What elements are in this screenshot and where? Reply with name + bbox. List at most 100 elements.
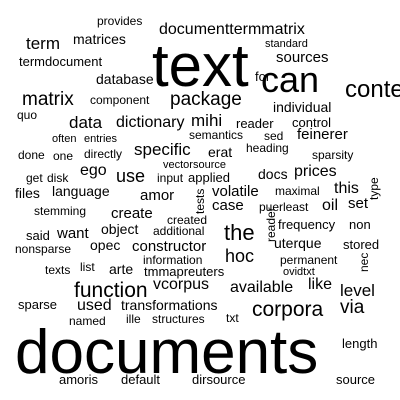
word-source: source — [336, 372, 376, 387]
word-available: available — [230, 279, 294, 296]
word-stored: stored — [343, 237, 380, 252]
word-puerleast: puerleast — [259, 200, 309, 214]
word-standard: standard — [265, 38, 308, 50]
word-documenttermmatrix: documenttermmatrix — [159, 21, 305, 38]
word-structures: structures — [152, 312, 205, 326]
word-applied: applied — [188, 170, 230, 185]
word-erat: erat — [208, 144, 233, 160]
word-feinerer: feinerer — [297, 126, 348, 143]
word-directly: directly — [84, 147, 123, 161]
word-semantics: semantics — [189, 128, 244, 142]
word-amoris: amoris — [59, 372, 99, 387]
word-tests: tests — [193, 188, 207, 214]
word-this: this — [334, 180, 359, 197]
word-term: term — [26, 34, 60, 53]
word-heading: heading — [246, 141, 289, 155]
word-level: level — [340, 281, 375, 300]
word-default: default — [121, 372, 161, 387]
word-permanent: permanent — [280, 253, 338, 267]
word-termdocument: termdocument — [19, 54, 103, 69]
word-object: object — [101, 221, 139, 237]
word-opec: opec — [90, 237, 121, 253]
word-documents: documents — [15, 318, 319, 387]
word-nonsparse: nonsparse — [15, 242, 72, 256]
word-constructor: constructor — [132, 238, 207, 255]
word-uterque: uterque — [274, 235, 322, 251]
word-txt: txt — [226, 311, 239, 325]
word-use: use — [116, 166, 146, 186]
word-provides: provides — [97, 14, 143, 28]
word-sources: sources — [276, 49, 329, 66]
word-corpora: corpora — [252, 298, 324, 321]
word-texts: texts — [45, 263, 71, 277]
word-dirsource: dirsource — [192, 372, 246, 387]
word-prices: prices — [294, 163, 337, 180]
word-list: list — [80, 260, 95, 274]
word-create: create — [111, 205, 153, 222]
word-frequency: frequency — [278, 217, 336, 232]
word-hoc: hoc — [225, 246, 255, 266]
word-transformations: transformations — [121, 297, 218, 313]
word-quo: quo — [17, 108, 38, 122]
word-set: set — [348, 195, 369, 212]
word-vcorpus: vcorpus — [153, 276, 210, 293]
word-vectorsource: vectorsource — [163, 159, 226, 171]
word-information: information — [143, 253, 203, 267]
word-used: used — [77, 297, 112, 314]
word-amor: amor — [140, 187, 175, 204]
word-matrix: matrix — [22, 89, 74, 110]
word-created: created — [167, 213, 208, 227]
word-function: function — [74, 279, 148, 302]
word-volatile: volatile — [212, 183, 259, 200]
word-mihi: mihi — [191, 111, 223, 130]
word-non: non — [349, 217, 371, 232]
word-language: language — [52, 183, 110, 199]
word-oil: oil — [322, 197, 339, 214]
word-entries: entries — [84, 133, 118, 145]
word-type: type — [367, 177, 381, 200]
word-control: control — [292, 115, 332, 130]
word-matrices: matrices — [73, 31, 126, 47]
word-sparsity: sparsity — [312, 148, 354, 162]
word-case: case — [212, 197, 244, 214]
word-often: often — [52, 133, 77, 145]
word-like: like — [308, 276, 333, 293]
word-dictionary: dictionary — [116, 114, 185, 131]
word-maximal: maximal — [275, 184, 320, 198]
word-ego: ego — [80, 162, 107, 179]
word-specific: specific — [134, 140, 191, 159]
word-nec: nec — [357, 252, 371, 272]
word-get: get — [26, 171, 43, 185]
word-via: via — [340, 297, 365, 318]
word-length: length — [342, 336, 378, 351]
word-tmmapreuters: tmmapreuters — [144, 264, 225, 279]
word-package: package — [170, 89, 242, 110]
word-database: database — [96, 71, 154, 87]
word-done: done — [18, 148, 45, 162]
word-ovidtxt: ovidtxt — [283, 266, 315, 278]
word-individual: individual — [273, 99, 332, 115]
word-content: content — [345, 76, 400, 103]
word-one: one — [53, 149, 74, 163]
word-for: for — [255, 69, 271, 84]
word-ille: ille — [126, 312, 141, 326]
word-text: text — [152, 32, 249, 99]
word-data: data — [69, 113, 103, 132]
word-component: component — [90, 93, 150, 107]
word-named: named — [69, 314, 106, 328]
word-said: said — [26, 228, 50, 243]
word-want: want — [57, 225, 89, 242]
word-disk: disk — [47, 171, 69, 185]
word-sed: sed — [264, 129, 284, 143]
word-reader: reader — [236, 116, 274, 131]
word-sparse: sparse — [18, 297, 58, 312]
word-input: input — [157, 171, 184, 185]
word-files: files — [15, 185, 40, 201]
word-additional: additional — [153, 224, 205, 238]
word-arte: arte — [109, 261, 134, 277]
word-the: the — [224, 220, 255, 245]
word-can: can — [261, 59, 320, 100]
word-docs: docs — [258, 166, 288, 182]
word-stemming: stemming — [34, 204, 87, 218]
